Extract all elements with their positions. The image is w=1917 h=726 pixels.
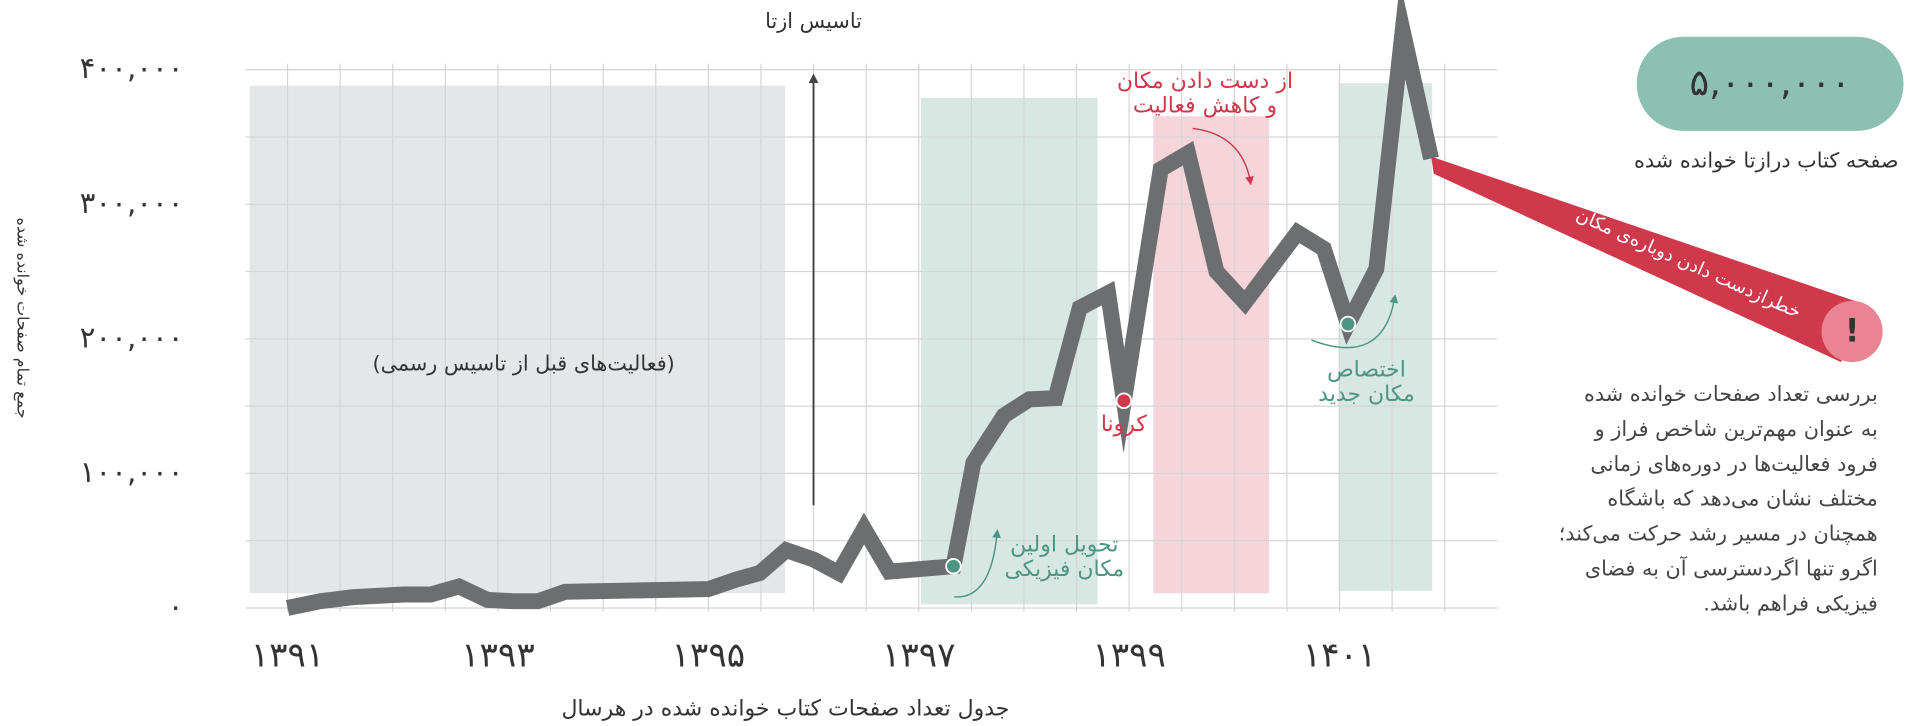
warning-icon: ! bbox=[1845, 313, 1860, 350]
x-tick-label: ۱۴۰۱ bbox=[1303, 635, 1377, 675]
y-tick-label: ۲۰۰,۰۰۰ bbox=[80, 320, 184, 354]
founding-label: تاسیس ازتا bbox=[765, 9, 862, 33]
y-axis-title: جمع تمام صفحات خوانده شده bbox=[13, 218, 33, 419]
paragraph-line: اگرو تنها اگردسترسی آن به فضای bbox=[1585, 555, 1878, 580]
arrow bbox=[1192, 127, 1254, 186]
x-tick-label: ۱۳۹۱ bbox=[251, 635, 325, 675]
line bbox=[285, 0, 1439, 616]
y-tick-label: ۴۰۰,۰۰۰ bbox=[80, 51, 184, 85]
y-tick-label: ۰ bbox=[168, 589, 184, 623]
y-tick-label: ۳۰۰,۰۰۰ bbox=[80, 186, 184, 220]
caption: صفحه کتاب درازتا خوانده شده bbox=[1634, 148, 1899, 172]
arrow bbox=[1311, 294, 1399, 349]
total: ۵,۰۰۰,۰۰۰ bbox=[1689, 61, 1850, 104]
total-badge bbox=[1636, 36, 1904, 131]
band bbox=[1153, 116, 1270, 594]
band-label: تحویل اولین bbox=[1010, 533, 1118, 558]
x-tick-label: ۱۳۹۵ bbox=[672, 635, 746, 675]
y-tick-label: ۱۰۰,۰۰۰ bbox=[80, 455, 184, 489]
band-label: مکان جدید bbox=[1318, 382, 1415, 407]
x-tick-label: ۱۳۹۷ bbox=[882, 635, 956, 675]
x-tick-label: ۱۳۹۳ bbox=[461, 635, 535, 675]
band-label: از دست دادن مکان bbox=[1117, 69, 1293, 94]
event-dot bbox=[945, 557, 962, 575]
band-label: مکان فیزیکی bbox=[1004, 557, 1124, 582]
paragraph-line: همچنان در مسیر رشد حرکت می‌کند؛ bbox=[1559, 522, 1878, 546]
callout-label: کرونا bbox=[1101, 412, 1148, 437]
band-label: و کاهش فعالیت bbox=[1133, 93, 1277, 118]
arrow bbox=[954, 528, 1002, 598]
x-tick-label: ۱۳۹۹ bbox=[1092, 635, 1166, 675]
paragraph-line: مختلف نشان می‌دهد که باشگاه bbox=[1607, 487, 1877, 511]
paragraph-line: فیزیکی فراهم باشد. bbox=[1703, 591, 1877, 616]
paragraph-line: به عنوان مهم‌ترین شاخص فراز و bbox=[1594, 417, 1878, 442]
warning-text: خطرازدست دادن دوباره‌ی مکان bbox=[1573, 205, 1804, 323]
band-label: اختصاص bbox=[1327, 358, 1406, 383]
warning-circle bbox=[1821, 300, 1883, 363]
x-axis-title: جدول تعداد صفحات کتاب خوانده شده در هرسا… bbox=[561, 696, 1009, 721]
event-dot bbox=[1339, 315, 1357, 333]
paragraph-line: فرود فعالیت‌ها در دوره‌های زمانی bbox=[1590, 452, 1877, 476]
warning-wedge bbox=[1431, 156, 1862, 363]
event-dot bbox=[1115, 392, 1133, 409]
paragraph-line: بررسی تعداد صفحات خوانده شده bbox=[1584, 382, 1878, 406]
band-label: (فعالیت‌های قبل از تاسیس رسمی) bbox=[372, 352, 674, 376]
